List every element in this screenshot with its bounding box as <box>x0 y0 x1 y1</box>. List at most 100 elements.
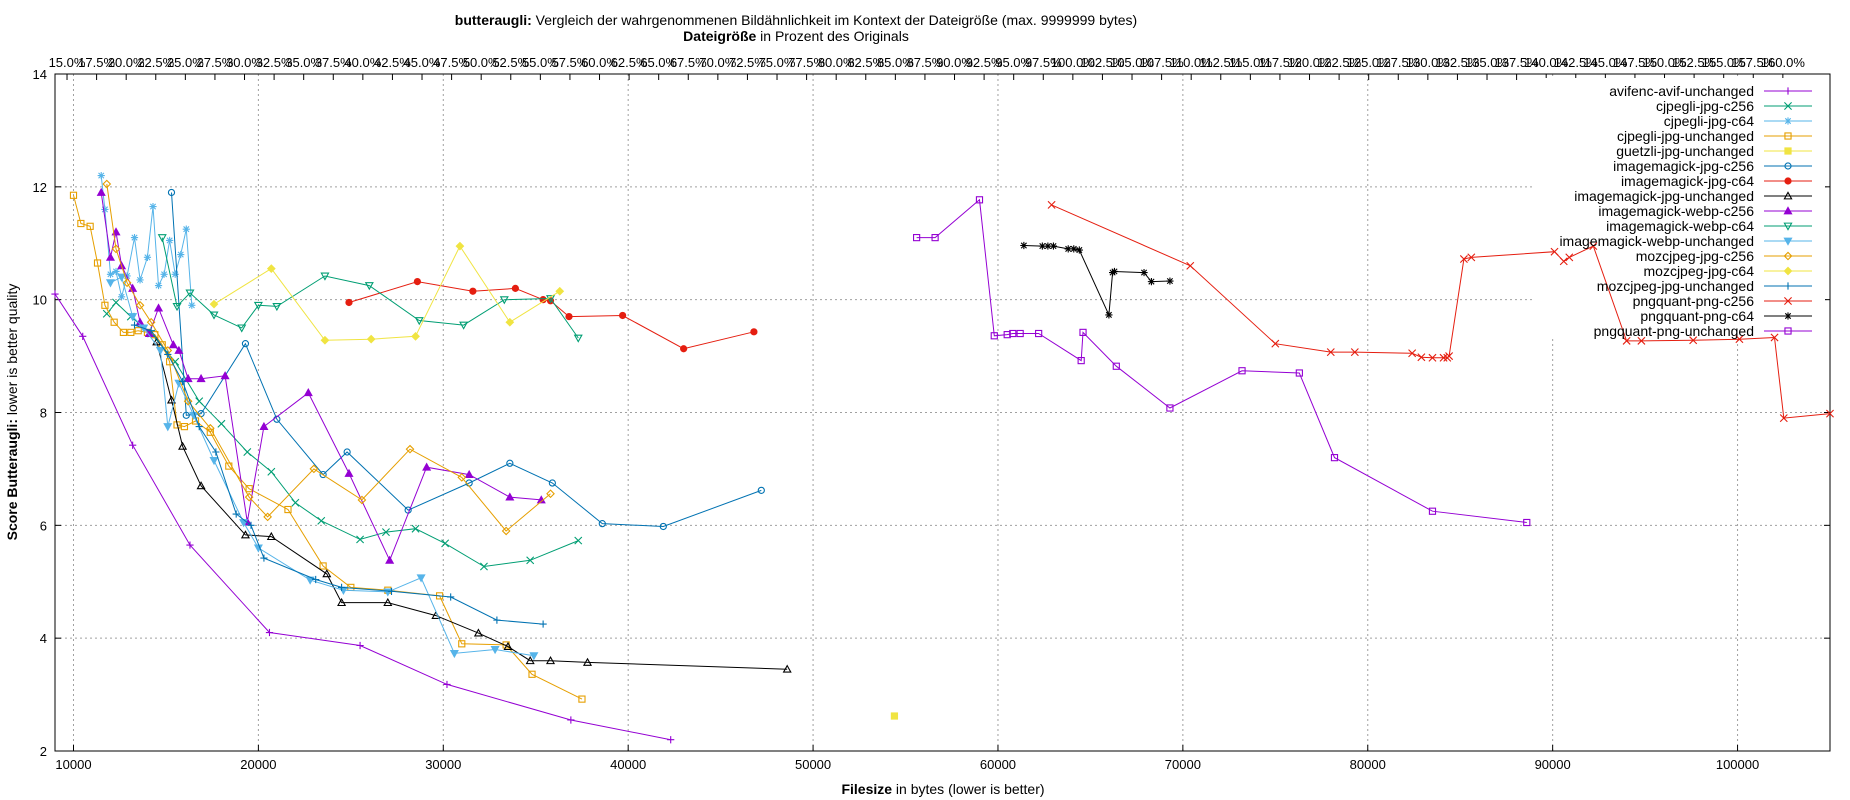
data-point-pngquant-png-c64 <box>1044 242 1052 250</box>
x2-tick-label: 67.5% <box>670 55 707 70</box>
x2-tick-label: 80.0% <box>818 55 855 70</box>
data-point-imagemagick-jpg-c256 <box>343 448 351 456</box>
y-axis-ticks: 2 4 6 8 10 12 14 <box>33 67 1830 759</box>
data-point-pngquant-png-c256 <box>1467 253 1476 262</box>
data-point-imagemagick-webp-unchanged <box>155 347 165 356</box>
data-point-mozcjpeg-jpg-c256 <box>405 444 415 454</box>
x2-tick-label: 42.5% <box>374 55 411 70</box>
series-avifenc-avif-unchanged <box>51 290 675 744</box>
x2-tick-label: 120.0% <box>1287 55 1332 70</box>
data-point-pngquant-png-c256 <box>1350 348 1359 357</box>
data-point-imagemagick-jpg-unchanged <box>322 569 332 578</box>
data-point-pngquant-png-unchanged <box>1035 329 1043 338</box>
legend-item-imagemagick-webp-unchanged: imagemagick-webp-unchanged <box>1559 233 1812 249</box>
data-point-pngquant-png-c256 <box>1826 409 1834 418</box>
legend-item-pngquant-png-c64: pngquant-png-c64 <box>1640 308 1812 324</box>
x-axis-ticks: 10000 20000 30000 40000 50000 60000 70000 80000… <box>55 745 1759 772</box>
x2-tick-label: 20.0% <box>108 55 145 70</box>
legend-label: cjpegli-jpg-c64 <box>1664 113 1754 129</box>
data-point-mozcjpeg-jpg-c64 <box>455 241 465 251</box>
data-point-cjpegli-jpg-c64 <box>136 276 144 284</box>
legend-marker <box>1784 297 1792 305</box>
series-line-imagemagick-jpg-c256 <box>171 192 762 528</box>
x2-tick-label: 77.5% <box>788 55 825 70</box>
x2-tick-label: 92.5% <box>966 55 1003 70</box>
data-point-pngquant-png-c256 <box>1770 333 1779 342</box>
legend-marker <box>1784 282 1792 290</box>
x2-tick-label: 37.5% <box>315 55 352 70</box>
legend-item-guetzli-jpg-unchanged: guetzli-jpg-unchanged <box>1616 143 1812 159</box>
legend-item-cjpegli-jpg-unchanged: cjpegli-jpg-unchanged <box>1617 128 1812 144</box>
legend-marker <box>1783 251 1793 261</box>
x2-tick-label: 152.5% <box>1672 55 1717 70</box>
legend-label: cjpegli-jpg-c256 <box>1656 98 1754 114</box>
data-point-pngquant-png-unchanged <box>1003 331 1011 339</box>
data-point-pngquant-png-c64 <box>1166 277 1174 285</box>
legend-label: imagemagick-jpg-c256 <box>1613 158 1754 174</box>
data-point-cjpegli-jpg-unchanged <box>578 695 586 703</box>
data-point-cjpegli-jpg-c64 <box>149 202 157 211</box>
legend-marker <box>1783 222 1793 231</box>
legend-marker <box>1784 132 1792 140</box>
data-point-imagemagick-webp-unchanged <box>117 273 127 282</box>
data-point-mozcjpeg-jpg-unchanged <box>387 587 396 595</box>
data-point-imagemagick-webp-c64 <box>172 303 182 312</box>
legend-item-imagemagick-jpg-c256: imagemagick-jpg-c256 <box>1613 158 1812 174</box>
data-point-cjpegli-jpg-c256 <box>102 309 111 318</box>
data-point-imagemagick-jpg-c256 <box>548 479 556 487</box>
x2-tick-label: 27.5% <box>196 55 233 70</box>
x2-tick-label: 112.5% <box>1199 55 1243 70</box>
data-point-pngquant-png-unchanged <box>1016 329 1024 338</box>
x2-tick-label: 47.5% <box>433 55 470 70</box>
legend-label: imagemagick-jpg-c64 <box>1621 173 1754 189</box>
data-point-imagemagick-webp-c256 <box>168 340 178 349</box>
data-point-mozcjpeg-jpg-c256 <box>111 244 121 254</box>
data-point-pngquant-png-c64 <box>1064 245 1072 253</box>
x-tick-label: 20000 <box>240 757 276 772</box>
data-point-cjpegli-jpg-c256 <box>411 524 420 533</box>
data-point-cjpegli-jpg-c64 <box>97 171 105 180</box>
data-point-avifenc-avif-unchanged <box>129 441 137 449</box>
data-point-pngquant-png-c64 <box>1038 242 1046 250</box>
data-point-imagemagick-webp-c64 <box>272 303 282 312</box>
data-point-imagemagick-jpg-unchanged <box>240 530 250 539</box>
data-point-imagemagick-jpg-unchanged <box>266 531 276 541</box>
x2-tick-label: 70.0% <box>699 55 736 70</box>
x2-tick-label: 125.0% <box>1347 55 1392 70</box>
data-point-pngquant-png-unchanged <box>1428 507 1437 515</box>
x2-tick-label: 117.5% <box>1258 55 1302 70</box>
data-point-imagemagick-webp-unchanged <box>490 646 500 655</box>
data-point-avifenc-avif-unchanged <box>667 736 675 744</box>
x2-tick-label: 57.5% <box>551 55 588 70</box>
x2-tick-label: 142.5% <box>1554 55 1599 70</box>
legend-label: mozcjpeg-jpg-unchanged <box>1597 278 1754 294</box>
data-point-imagemagick-webp-c256 <box>422 462 432 471</box>
data-point-pngquant-png-unchanged <box>1079 328 1087 336</box>
legend-marker <box>1784 87 1792 95</box>
data-point-pngquant-png-c64 <box>1049 242 1058 250</box>
data-point-imagemagick-webp-c64 <box>253 301 263 311</box>
data-point-imagemagick-webp-unchanged <box>105 279 116 288</box>
series-imagemagick-jpg-c256 <box>167 188 765 531</box>
x2-tick-label: 30.0% <box>226 55 263 70</box>
data-point-imagemagick-webp-c64 <box>573 334 583 343</box>
legend-marker <box>1784 177 1792 185</box>
data-point-mozcjpeg-jpg-unchanged <box>130 321 139 329</box>
series-group <box>51 171 1834 744</box>
series-imagemagick-webp-unchanged <box>105 273 539 661</box>
data-point-avifenc-avif-unchanged <box>356 641 364 650</box>
series-imagemagick-webp-c256 <box>96 187 546 564</box>
data-point-pngquant-png-c64 <box>1070 245 1078 253</box>
legend-item-mozcjpeg-jpg-c256: mozcjpeg-jpg-c256 <box>1636 248 1812 264</box>
data-point-imagemagick-jpg-c256 <box>167 188 176 197</box>
data-point-imagemagick-jpg-unchanged <box>166 395 177 404</box>
data-point-imagemagick-jpg-c64 <box>511 284 520 292</box>
x2-tick-label: 105.0% <box>1110 55 1155 70</box>
x2-tick-label: 17.5% <box>78 55 115 70</box>
data-point-cjpegli-jpg-c256 <box>356 535 365 544</box>
data-point-imagemagick-webp-c64 <box>209 311 219 320</box>
data-point-imagemagick-webp-c64 <box>414 317 424 326</box>
data-point-cjpegli-jpg-unchanged <box>101 301 109 309</box>
legend-item-mozcjpeg-jpg-c64: mozcjpeg-jpg-c64 <box>1644 263 1812 279</box>
series-line-avifenc-avif-unchanged <box>54 293 671 741</box>
